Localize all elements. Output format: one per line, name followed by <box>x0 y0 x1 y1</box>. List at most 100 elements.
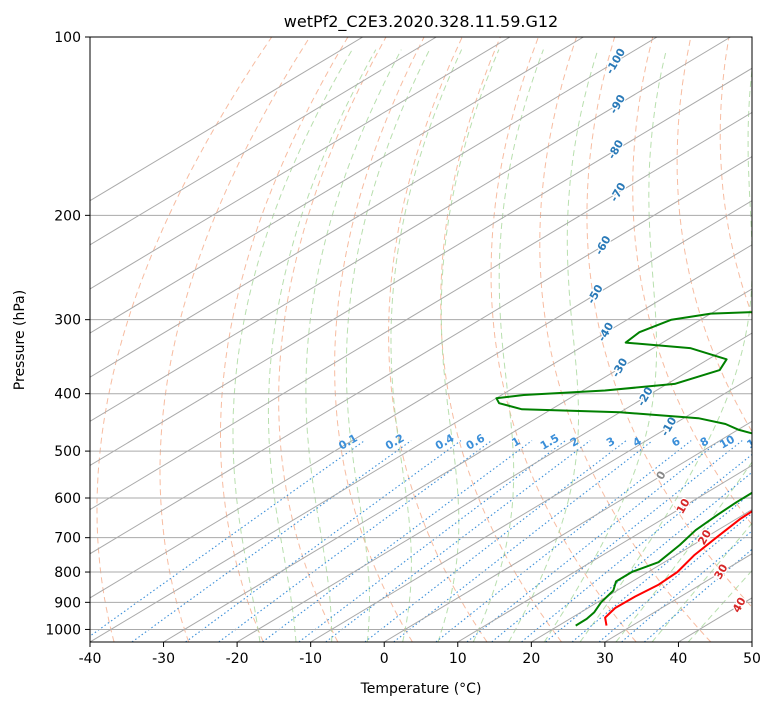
chart-title: wetPf2_C2E3.2020.328.11.59.G12 <box>284 12 558 32</box>
isotherm-line <box>310 376 752 642</box>
isotherm-line <box>457 464 752 642</box>
dewpoint-line <box>495 311 752 627</box>
y-axis-label: Pressure (hPa) <box>12 290 28 390</box>
dry-adiabat <box>278 37 387 642</box>
profile-lines <box>495 311 752 627</box>
mixing-ratio-line <box>218 440 492 642</box>
mixing-ratio-line <box>364 440 627 642</box>
isotherm-label: -80 <box>605 137 626 161</box>
isotherm-line <box>90 37 364 202</box>
mixing-ratio-line <box>643 548 752 642</box>
isotherm-label: -70 <box>607 180 628 204</box>
isotherm-label: -90 <box>607 92 628 116</box>
moist-adiabat <box>437 49 500 642</box>
dry-adiabat <box>586 37 752 608</box>
isotherm-label: -10 <box>658 414 679 438</box>
isotherm-label: -60 <box>592 233 613 257</box>
line-labels: 0.10.20.40.611.52346810131620253036-100-… <box>336 45 775 617</box>
x-tick-label: -10 <box>299 651 322 667</box>
isotherm-line <box>163 288 752 642</box>
isotherm-line <box>90 37 437 246</box>
mixing-ratio-label: 3 <box>604 435 617 450</box>
mixing-ratio-label: 6 <box>669 434 682 449</box>
isotherm-line <box>90 37 511 290</box>
moist-adiabat <box>390 49 463 642</box>
axis-ticks: -40 -30 -20 -10 0 10 20 30 40 5010020030040050060… <box>45 30 761 667</box>
y-tick-label: 100 <box>54 30 81 46</box>
isotherm-label: 20 <box>695 527 714 547</box>
y-tick-label: 200 <box>54 208 81 224</box>
dry-adiabat <box>539 37 712 642</box>
mixing-ratio-line <box>185 440 462 642</box>
x-tick-label: 50 <box>743 651 761 667</box>
isotherm-label: -50 <box>585 282 606 306</box>
mixing-ratio-line <box>571 491 752 642</box>
mixing-ratio-line <box>521 453 752 642</box>
dry-adiabat <box>490 37 637 642</box>
moist-adiabat <box>232 49 353 642</box>
isotherm-line <box>90 37 731 422</box>
dry-adiabat <box>632 37 752 526</box>
x-tick-label: 40 <box>670 651 688 667</box>
isotherm-line <box>90 67 752 467</box>
mixing-ratio-line <box>298 440 566 642</box>
y-tick-label: 500 <box>54 444 81 460</box>
y-tick-label: 800 <box>54 565 81 581</box>
dry-adiabat <box>220 37 349 642</box>
moist-adiabat <box>345 49 431 642</box>
mixing-ratio-line <box>325 440 591 642</box>
mixing-ratio-line <box>466 440 720 642</box>
isotherm-line <box>90 111 752 511</box>
moist-adiabat <box>651 522 752 642</box>
y-tick-label: 300 <box>54 313 81 329</box>
x-tick-label: -20 <box>226 651 249 667</box>
x-tick-label: -40 <box>79 651 102 667</box>
isotherm-line <box>90 155 752 555</box>
mixing-ratio-label: 0.1 <box>336 432 359 453</box>
y-tick-label: 400 <box>54 387 81 403</box>
x-tick-label: 10 <box>449 651 467 667</box>
isotherm-line <box>90 200 752 599</box>
moist-adiabat <box>305 49 402 642</box>
moist-adiabat <box>472 49 544 642</box>
mixing-ratio-line <box>90 440 365 637</box>
y-tick-label: 700 <box>54 531 81 547</box>
mixing-ratio-label: 1 <box>509 435 522 450</box>
dry-adiabat <box>334 37 425 642</box>
isotherm-label: 0 <box>654 469 669 482</box>
moist-adiabat <box>508 49 599 642</box>
y-tick-label: 900 <box>54 595 81 611</box>
dry-adiabat <box>440 37 562 642</box>
isotherm-line <box>531 509 752 642</box>
background-lines <box>90 37 775 642</box>
x-tick-label: 30 <box>596 651 614 667</box>
mixing-ratio-label: 10 <box>717 432 737 451</box>
x-tick-label: 20 <box>522 651 540 667</box>
isotherm-label: 40 <box>730 595 749 615</box>
mixing-ratio-line <box>262 440 533 642</box>
dry-adiabat <box>96 37 273 642</box>
dry-adiabat <box>762 37 775 642</box>
x-axis-label: Temperature (°C) <box>360 681 482 697</box>
isotherm-line <box>751 641 752 642</box>
mixing-ratio-line <box>393 440 653 642</box>
mixing-ratio-label: 13 <box>745 433 765 452</box>
mixing-ratio-line <box>491 440 743 642</box>
isotherm-label: -100 <box>603 46 628 77</box>
x-tick-label: -30 <box>152 651 175 667</box>
isotherm-line <box>90 37 584 334</box>
temperature-line <box>604 510 752 626</box>
y-tick-label: 600 <box>54 491 81 507</box>
isotherm-label: -30 <box>609 356 630 380</box>
moist-adiabat <box>543 49 667 642</box>
isotherm-line <box>90 244 752 642</box>
plot-frame <box>89 36 753 643</box>
mixing-ratio-label: 16 <box>767 432 775 451</box>
isotherm-line <box>236 332 752 642</box>
isotherm-line <box>90 37 658 378</box>
mixing-ratio-label: 0.2 <box>383 432 406 453</box>
dry-adiabat <box>388 37 488 642</box>
mixing-ratio-line <box>621 530 752 642</box>
y-tick-label: 1000 <box>45 622 81 638</box>
dry-adiabat <box>159 37 311 642</box>
